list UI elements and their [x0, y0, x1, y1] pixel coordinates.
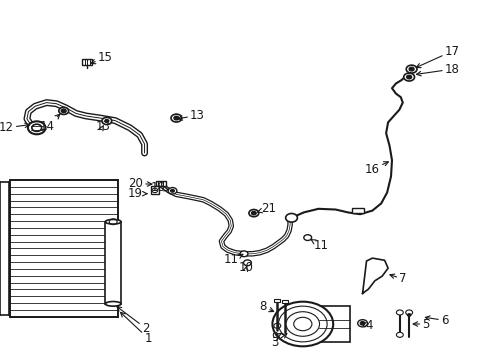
Text: 11: 11	[224, 253, 243, 266]
Bar	[274, 299, 280, 302]
Text: 12: 12	[0, 121, 29, 134]
Circle shape	[404, 73, 415, 81]
Circle shape	[59, 107, 69, 114]
Circle shape	[272, 302, 333, 346]
Text: 19: 19	[128, 187, 147, 200]
Text: 21: 21	[257, 202, 276, 215]
Circle shape	[396, 332, 403, 337]
Circle shape	[249, 210, 259, 217]
Bar	[352, 208, 364, 213]
Circle shape	[251, 211, 256, 215]
Text: 4: 4	[362, 319, 372, 332]
Text: 18: 18	[151, 181, 169, 194]
Bar	[0, 182, 9, 315]
Text: 13: 13	[96, 120, 110, 133]
Circle shape	[396, 310, 403, 315]
Text: 18: 18	[416, 63, 460, 76]
Circle shape	[102, 117, 112, 125]
Text: 17: 17	[416, 45, 460, 68]
Circle shape	[304, 235, 312, 240]
Bar	[10, 180, 118, 317]
Circle shape	[406, 310, 413, 315]
Circle shape	[171, 189, 174, 192]
Circle shape	[105, 120, 109, 122]
Circle shape	[244, 260, 251, 266]
Text: 13: 13	[178, 109, 205, 122]
Circle shape	[240, 251, 248, 257]
Circle shape	[358, 320, 368, 327]
Bar	[282, 300, 288, 303]
Circle shape	[286, 213, 297, 222]
Text: 1: 1	[121, 312, 152, 345]
Text: 16: 16	[365, 162, 389, 176]
Ellipse shape	[105, 220, 121, 224]
Circle shape	[28, 121, 46, 134]
Bar	[105, 222, 121, 304]
Text: 2: 2	[117, 307, 149, 335]
Text: 14: 14	[40, 114, 60, 132]
Text: 6: 6	[425, 314, 448, 327]
Text: 7: 7	[390, 273, 407, 285]
Circle shape	[61, 109, 66, 113]
Circle shape	[407, 75, 412, 79]
Circle shape	[171, 114, 182, 122]
Text: 11: 11	[311, 239, 329, 252]
Bar	[151, 186, 159, 194]
Text: 9: 9	[271, 331, 281, 344]
Circle shape	[407, 314, 411, 316]
Text: 8: 8	[260, 300, 274, 313]
Circle shape	[406, 65, 417, 73]
Circle shape	[168, 188, 177, 194]
Bar	[82, 59, 92, 65]
Bar	[318, 306, 350, 342]
Bar	[156, 181, 166, 186]
Circle shape	[409, 67, 414, 71]
Polygon shape	[363, 258, 388, 293]
Text: 3: 3	[271, 334, 287, 349]
Circle shape	[360, 321, 365, 325]
Text: 15: 15	[91, 51, 113, 64]
Text: 10: 10	[239, 261, 254, 274]
Circle shape	[174, 116, 179, 120]
Text: 20: 20	[128, 177, 152, 190]
Ellipse shape	[105, 302, 121, 306]
Text: 5: 5	[413, 318, 430, 330]
Circle shape	[286, 312, 319, 336]
